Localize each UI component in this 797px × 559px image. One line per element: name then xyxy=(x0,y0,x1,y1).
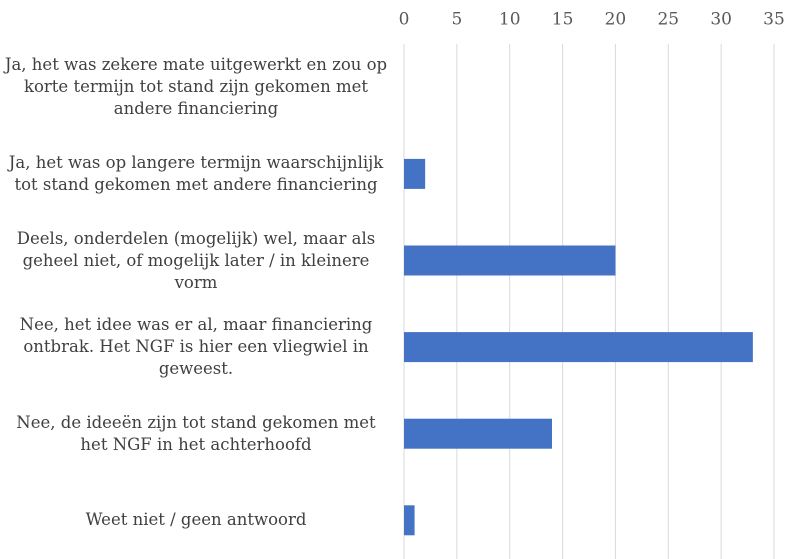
y-tick-label: Nee, de ideeën zijn tot stand gekomen me… xyxy=(16,412,376,454)
x-tick-label: 15 xyxy=(552,10,574,30)
x-tick-label: 35 xyxy=(763,10,785,30)
y-tick-label: Ja, het was op langere termijn waarschij… xyxy=(8,152,384,194)
x-tick-label: 25 xyxy=(657,10,679,30)
x-tick-label: 10 xyxy=(499,10,521,30)
bar xyxy=(404,158,426,189)
x-tick-label: 5 xyxy=(451,10,462,30)
y-tick-label: Ja, het was zekere mate uitgewerkt en zo… xyxy=(4,55,388,119)
bar xyxy=(404,245,616,276)
x-tick-label: 20 xyxy=(605,10,627,30)
y-tick-label: Weet niet / geen antwoord xyxy=(85,510,307,530)
bar xyxy=(404,505,415,536)
y-tick-label: Deels, onderdelen (mogelijk) wel, maar a… xyxy=(16,228,376,292)
bar xyxy=(404,332,753,363)
y-tick-label: Nee, het idee was er al, maar financieri… xyxy=(19,315,373,379)
x-tick-label: 30 xyxy=(710,10,732,30)
x-tick-label: 0 xyxy=(399,10,410,30)
bar xyxy=(404,418,552,449)
